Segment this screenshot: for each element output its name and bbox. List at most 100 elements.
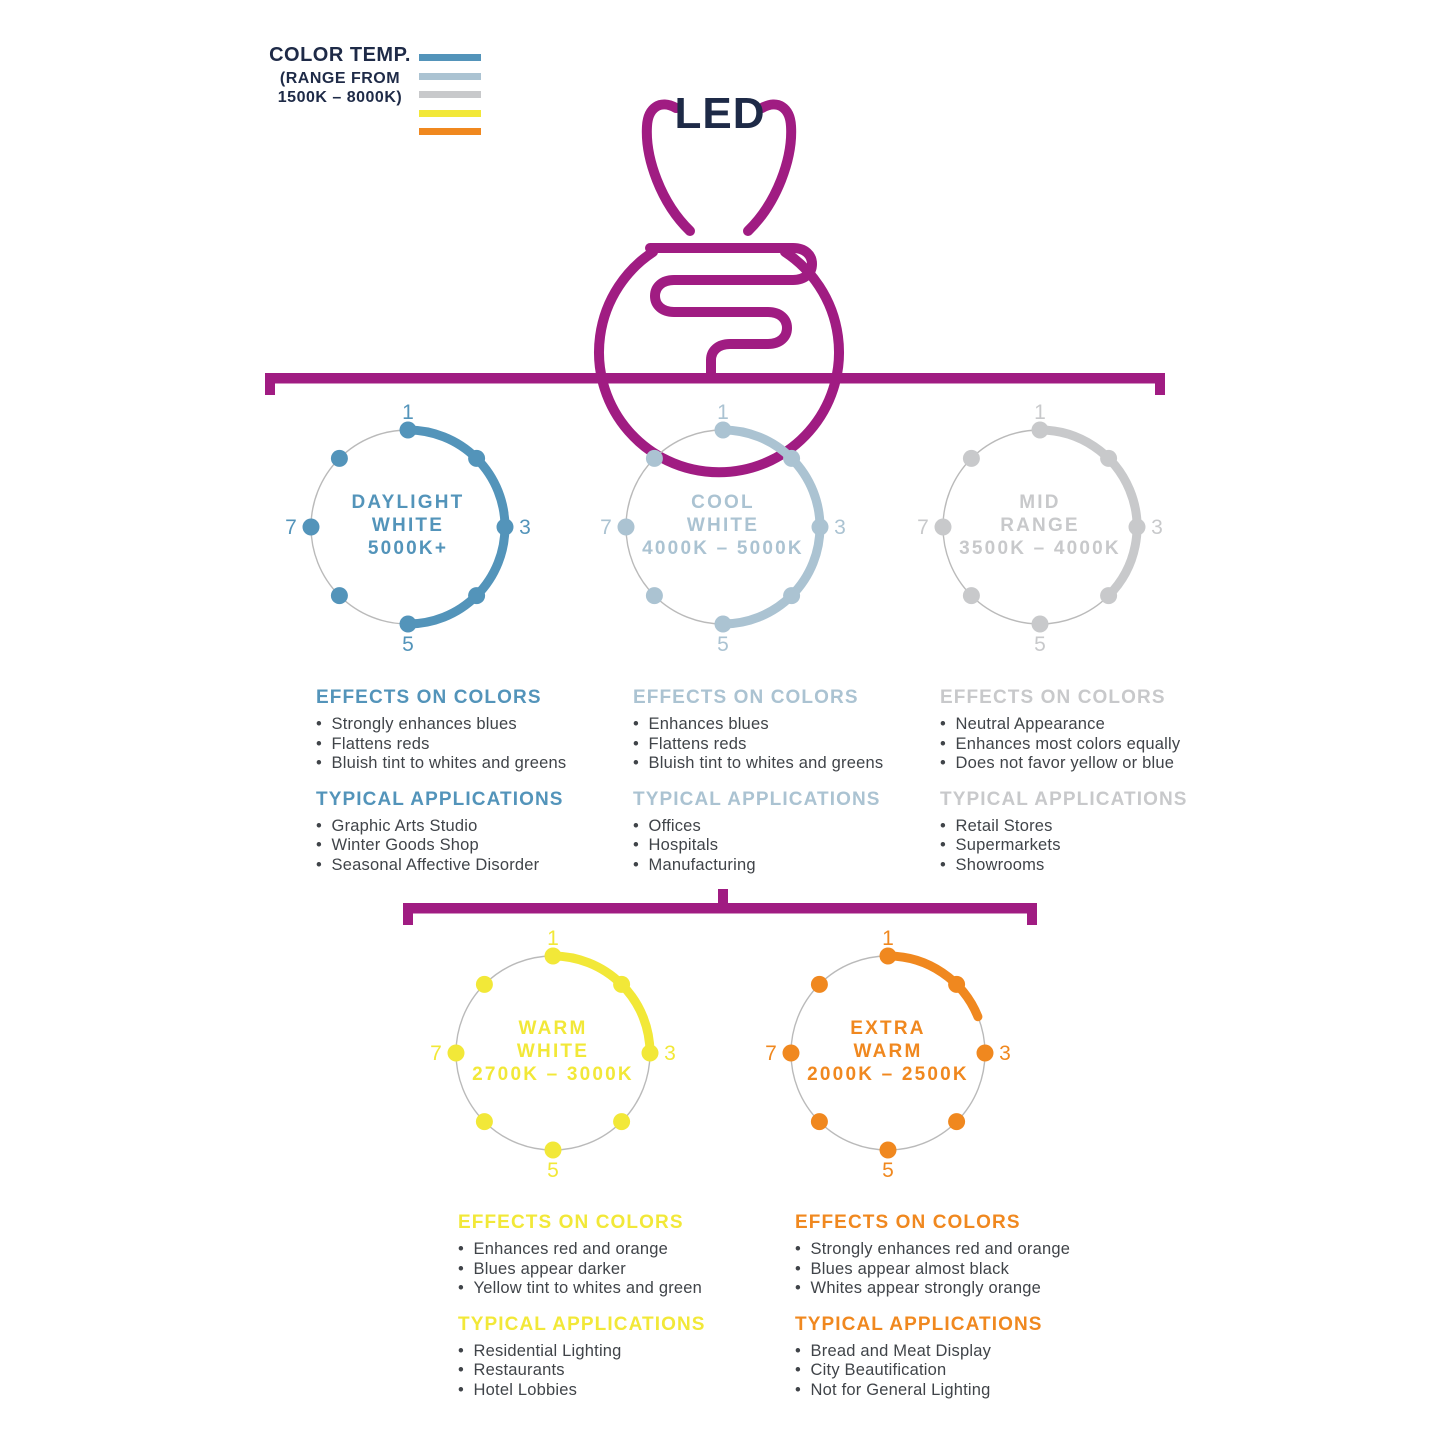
application-item: Offices — [633, 817, 978, 837]
details-cool-white: EFFECTS ON COLORS Enhances bluesFlattens … — [633, 687, 978, 891]
dial-number: 3 — [519, 516, 531, 539]
bulb-filament-left — [641, 99, 695, 236]
dial-number: 5 — [882, 1159, 894, 1182]
effects-item: Flattens reds — [633, 735, 978, 755]
dial-label-line: WARM — [854, 1041, 923, 1062]
effects-item: Strongly enhances red and orange — [795, 1240, 1140, 1260]
legend-bar-2 — [419, 91, 481, 98]
dial-number: 1 — [1034, 401, 1046, 424]
dial-label-line: 4000K – 5000K — [642, 538, 804, 559]
dial-number: 5 — [402, 633, 414, 656]
dial-number: 7 — [285, 516, 297, 539]
dial-dot — [714, 615, 732, 633]
dial-number: 1 — [547, 927, 559, 950]
legend-bar-1 — [419, 72, 481, 80]
dial-dot — [879, 947, 897, 965]
application-item-list: Retail StoresSupermarketsShowrooms — [940, 817, 1285, 876]
dial-dot — [962, 449, 980, 467]
dial-number: 5 — [1034, 633, 1046, 656]
dial-number: 3 — [999, 1042, 1011, 1065]
applications-heading: TYPICAL APPLICATIONS — [458, 1313, 706, 1335]
branch-bar-top-left-cap — [265, 373, 275, 395]
details-warm-white: EFFECTS ON COLORS Enhances red and orange… — [458, 1212, 803, 1416]
dial-dot — [782, 1044, 800, 1062]
dial-number: 7 — [917, 516, 929, 539]
effects-item-list: Enhances bluesFlattens redsBluish tint t… — [633, 715, 978, 774]
dial-dot — [879, 1141, 897, 1159]
dial-dot — [330, 587, 348, 605]
effects-item: Whites appear strongly orange — [795, 1279, 1140, 1299]
dial-number: 3 — [834, 516, 846, 539]
details-daylight-white: EFFECTS ON COLORS Strongly enhances blues… — [316, 687, 661, 891]
effects-heading: EFFECTS ON COLORS — [940, 687, 1166, 708]
applications-heading: TYPICAL APPLICATIONS — [795, 1313, 1043, 1335]
dial-dot — [399, 615, 417, 633]
effects-item-list: Strongly enhances red and orangeBlues ap… — [795, 1240, 1140, 1299]
dial-dot — [641, 1044, 659, 1062]
application-item-list: Graphic Arts StudioWinter Goods ShopSeas… — [316, 817, 661, 876]
application-item: Not for General Lighting — [795, 1381, 1140, 1401]
dial-dot — [1031, 615, 1049, 633]
effects-heading: EFFECTS ON COLORS — [633, 687, 859, 708]
effects-item-list: Neutral AppearanceEnhances most colors e… — [940, 715, 1285, 774]
dial-dot — [934, 518, 952, 536]
dial-number: 1 — [402, 401, 414, 424]
dial-dot — [496, 518, 514, 536]
dial-label-line: DAYLIGHT — [352, 492, 465, 513]
dial-dot — [468, 587, 486, 605]
dial-dot — [783, 449, 801, 467]
dial-arc — [1035, 425, 1142, 601]
dial-dot — [302, 518, 320, 536]
dial-dot — [544, 1141, 562, 1159]
details-mid-range: EFFECTS ON COLORS Neutral AppearanceEnhan… — [940, 687, 1285, 891]
dial-label-line: 5000K+ — [368, 538, 448, 559]
dial-number: 3 — [664, 1042, 676, 1065]
dial-number: 5 — [547, 1159, 559, 1182]
application-item: Seasonal Affective Disorder — [316, 856, 661, 876]
legend-subtitle-line2: 1500K – 8000K) — [277, 88, 403, 106]
dial-number: 7 — [765, 1042, 777, 1065]
application-item: Manufacturing — [633, 856, 978, 876]
application-item: Graphic Arts Studio — [316, 817, 661, 837]
application-item: Residential Lighting — [458, 1342, 803, 1362]
dial-label-line: WARM — [519, 1018, 588, 1039]
effects-item: Bluish tint to whites and greens — [316, 754, 661, 774]
application-item: Retail Stores — [940, 817, 1285, 837]
dial-dot — [714, 421, 732, 439]
effects-item-list: Enhances red and orangeBlues appear dark… — [458, 1240, 803, 1299]
effects-heading: EFFECTS ON COLORS — [795, 1212, 1021, 1233]
dial-number: 7 — [430, 1042, 442, 1065]
effects-item: Does not favor yellow or blue — [940, 754, 1285, 774]
applications-heading: TYPICAL APPLICATIONS — [633, 788, 881, 810]
branch-bar-top-right-cap — [1155, 373, 1165, 395]
dial-number: 3 — [1151, 516, 1163, 539]
applications-heading: TYPICAL APPLICATIONS — [316, 788, 564, 810]
dial-label-line: WHITE — [517, 1041, 589, 1062]
effects-item: Flattens reds — [316, 735, 661, 755]
application-item: Restaurants — [458, 1361, 803, 1381]
dial-dot — [613, 1113, 631, 1131]
details-extra-warm: EFFECTS ON COLORS Strongly enhances red a… — [795, 1212, 1140, 1416]
dial-dot — [811, 518, 829, 536]
effects-item: Bluish tint to whites and greens — [633, 754, 978, 774]
dial-dot — [1031, 421, 1049, 439]
dial-dot — [810, 975, 828, 993]
branch-bar-bottom-left-cap — [403, 903, 413, 925]
effects-item: Strongly enhances blues — [316, 715, 661, 735]
application-item: Bread and Meat Display — [795, 1342, 1140, 1362]
branch-bar-bottom — [403, 903, 1037, 914]
dial-label-line: EXTRA — [850, 1018, 925, 1039]
branch-bar-bottom-right-cap — [1027, 903, 1037, 925]
dial-dot — [1128, 518, 1146, 536]
effects-item: Enhances blues — [633, 715, 978, 735]
bulb-globe-outline — [594, 247, 844, 478]
dial-dot — [475, 1113, 493, 1131]
dial-dot — [810, 1113, 828, 1131]
application-item-list: OfficesHospitalsManufacturing — [633, 817, 978, 876]
branch-bar-bottom-stub — [718, 889, 728, 905]
applications-heading: TYPICAL APPLICATIONS — [940, 788, 1188, 810]
